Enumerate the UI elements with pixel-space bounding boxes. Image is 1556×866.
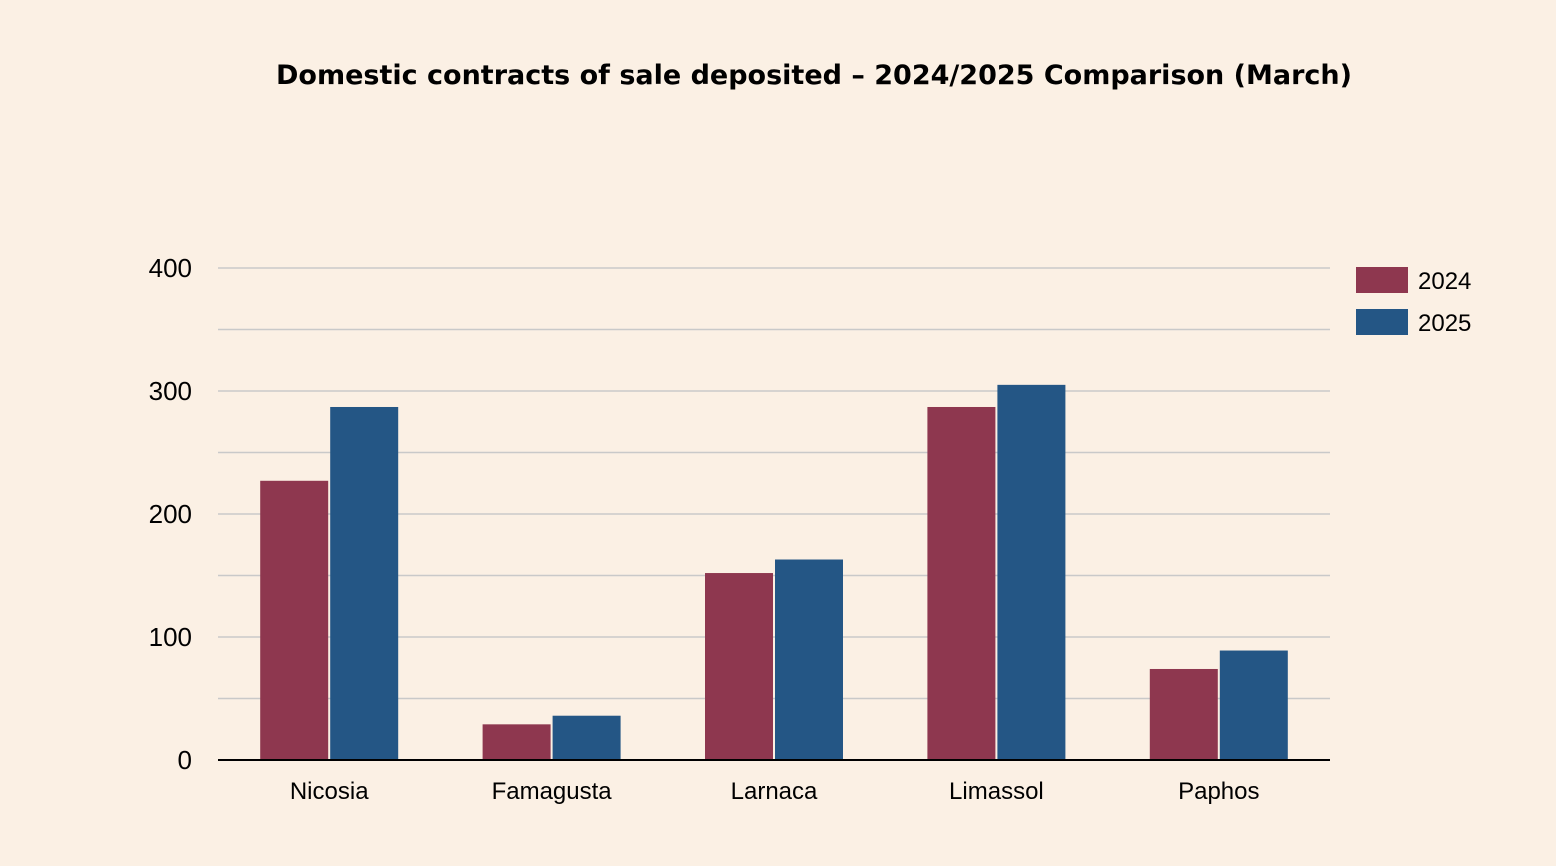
bar-2025-limassol	[997, 384, 1066, 760]
bar-2024-nicosia	[260, 480, 329, 760]
bar-2025-nicosia	[330, 406, 399, 760]
bar-2025-famagusta	[552, 715, 621, 760]
x-tick-label: Paphos	[1178, 778, 1259, 805]
bar-2025-larnaca	[775, 559, 843, 760]
x-tick-label: Larnaca	[731, 778, 818, 805]
bars	[260, 384, 1288, 760]
bar-2024-larnaca	[705, 573, 773, 760]
bar-2024-limassol	[927, 406, 996, 760]
legend-label-2024: 2024	[1418, 268, 1471, 295]
legend: 2024 2025	[1356, 267, 1471, 337]
y-tick-label: 200	[149, 499, 192, 529]
x-tick-label: Famagusta	[492, 778, 613, 805]
y-tick-label: 400	[149, 253, 192, 283]
x-tick-label: Nicosia	[290, 778, 369, 805]
bar-2025-paphos	[1219, 650, 1288, 760]
legend-swatch-2025	[1356, 309, 1408, 335]
chart-title: Domestic contracts of sale deposited – 2…	[275, 60, 1352, 91]
grid-lines	[218, 267, 1330, 700]
bar-2024-paphos	[1149, 668, 1218, 760]
bar-2024-famagusta	[482, 724, 551, 760]
legend-swatch-2024	[1356, 267, 1408, 293]
legend-label-2025: 2025	[1418, 310, 1471, 337]
y-tick-label: 0	[178, 745, 192, 775]
axes: 0 100 200 300 400 Nicosia Famagusta Larnaca Lima…	[149, 253, 1330, 805]
y-tick-label: 100	[149, 622, 192, 652]
x-tick-label: Limassol	[949, 778, 1044, 805]
y-tick-label: 300	[149, 376, 192, 406]
